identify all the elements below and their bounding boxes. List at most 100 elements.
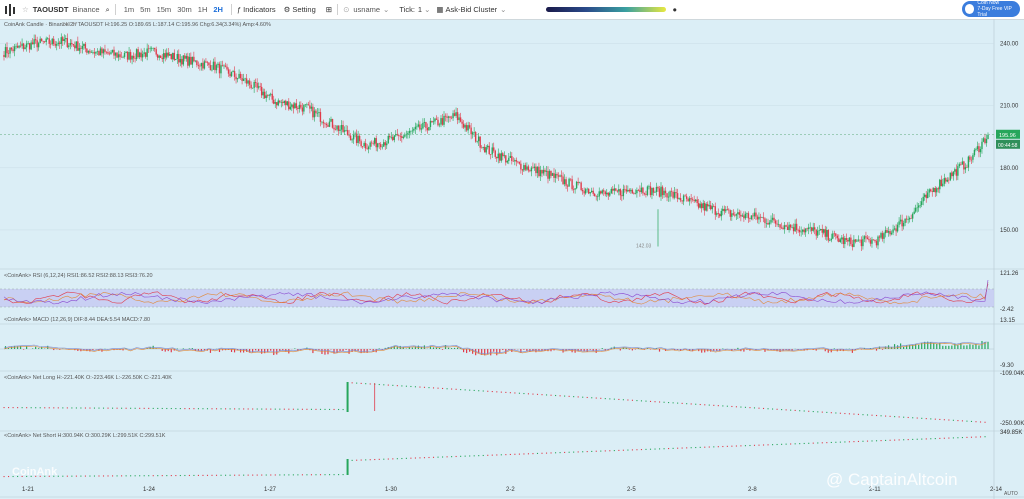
toolbar: ☆ TAOUSDT Binance ⌕ 1m 5m 15m 30m 1H 2H ƒ Ind… xyxy=(0,0,1024,20)
cluster-select[interactable]: Ask-Bid Cluster xyxy=(445,5,498,14)
macd-histogram-bar xyxy=(369,349,371,350)
macd-histogram-bar xyxy=(969,344,971,349)
candle-body xyxy=(155,49,157,55)
candle-body xyxy=(590,190,593,193)
coinank-logo-icon[interactable] xyxy=(4,3,18,16)
indicators-icon[interactable]: ƒ xyxy=(236,5,242,14)
macd-histogram-bar xyxy=(255,349,257,351)
candle-body xyxy=(477,136,480,142)
candle-body xyxy=(217,63,219,66)
star-icon[interactable]: ☆ xyxy=(22,5,29,14)
candle-body xyxy=(761,217,763,218)
net-short-point xyxy=(107,475,109,477)
macd-histogram-bar xyxy=(960,343,962,349)
candle-body xyxy=(731,213,733,217)
net-long-point xyxy=(695,403,697,405)
candle-body xyxy=(783,225,786,230)
macd-histogram-bar xyxy=(218,349,221,353)
timeframe-1m[interactable]: 1m xyxy=(123,5,135,14)
chevron-down-icon[interactable]: ⌄ xyxy=(383,5,390,14)
auto-scale-toggle[interactable]: AUTO xyxy=(1004,491,1018,497)
macd-histogram-bar xyxy=(342,349,344,352)
net-long-point xyxy=(636,400,638,402)
macd-histogram-bar xyxy=(469,349,471,352)
net-short-point xyxy=(482,454,484,457)
candle-body xyxy=(700,203,703,209)
net-long-point xyxy=(744,406,746,408)
timeframe-15m[interactable]: 15m xyxy=(156,5,172,14)
candle-body xyxy=(829,240,831,241)
slider-handle-icon[interactable]: ● xyxy=(672,5,677,14)
candle-body xyxy=(560,175,563,177)
macd-histogram-bar xyxy=(378,348,380,349)
timeframe-2h[interactable]: 2H xyxy=(213,5,223,14)
net-long-point xyxy=(166,407,168,410)
timeframe-30m[interactable]: 30m xyxy=(177,5,192,14)
tick-select[interactable]: 1 xyxy=(417,5,423,14)
macd-histogram-bar xyxy=(535,349,537,353)
macd-histogram-bar xyxy=(649,349,652,350)
candle-body xyxy=(943,178,946,184)
candle-body xyxy=(672,191,674,198)
candle-body xyxy=(580,182,582,191)
candle-body xyxy=(435,118,438,120)
net-short-point xyxy=(762,444,765,446)
mode-select[interactable]: usname xyxy=(353,5,381,14)
net-short-point xyxy=(202,474,204,476)
setting-button[interactable]: Setting xyxy=(292,5,316,14)
net-long-point xyxy=(618,398,620,401)
symbol-label[interactable]: TAOUSDT xyxy=(32,5,69,14)
candle-body xyxy=(532,167,534,169)
candle-body xyxy=(976,146,979,150)
candle-body xyxy=(337,125,340,131)
candle-body xyxy=(940,179,942,187)
heatmap-gradient-slider[interactable] xyxy=(546,7,667,12)
candle-body xyxy=(920,201,923,205)
net-short-point xyxy=(306,474,308,476)
candle-body xyxy=(310,106,313,109)
chart-area[interactable]: 240.00 210.00 180.00 150.00 CoinAnk Candle ·… xyxy=(0,19,1024,499)
net-short-point xyxy=(279,474,281,476)
timeframe-5m[interactable]: 5m xyxy=(140,5,151,14)
net-short-point xyxy=(532,453,534,455)
net-long-point xyxy=(844,412,846,415)
candle-body xyxy=(167,52,169,56)
candle-body xyxy=(381,146,383,148)
candle-body xyxy=(581,190,584,192)
candle-body xyxy=(251,87,254,89)
net-short-point xyxy=(545,452,548,454)
macd-histogram-bar xyxy=(161,349,163,351)
candle-body xyxy=(215,65,218,71)
net-short-point xyxy=(523,453,525,455)
price-tick-label: 240.00 xyxy=(1000,42,1019,48)
net-short-point xyxy=(26,475,28,477)
candle-body xyxy=(256,82,258,88)
chevron-down-icon[interactable]: ⌄ xyxy=(500,5,507,14)
search-icon[interactable]: ⌕ xyxy=(105,4,110,14)
candle-body xyxy=(966,167,968,168)
chevron-down-icon[interactable]: ⌄ xyxy=(424,5,431,14)
net-short-point xyxy=(48,475,50,477)
candle-body xyxy=(282,102,284,104)
candle-body xyxy=(838,238,840,242)
layout-icon[interactable]: ⊞ xyxy=(325,5,333,14)
candle-body xyxy=(68,45,70,48)
candle-body xyxy=(615,188,617,191)
net-long-point xyxy=(631,399,633,401)
gear-icon[interactable]: ⚙ xyxy=(283,5,291,14)
candle-body xyxy=(426,127,429,131)
coin-now-button[interactable]: Coin Now 7-Day Free VIP Trial xyxy=(962,0,1020,18)
net-short-point xyxy=(387,458,389,460)
indicators-button[interactable]: Indicators xyxy=(243,5,276,14)
candle-body xyxy=(417,124,420,127)
candle-body xyxy=(740,214,742,217)
candle-body xyxy=(823,229,825,233)
candle-body xyxy=(782,227,784,230)
candle-body xyxy=(568,178,570,187)
macd-histogram-bar xyxy=(447,347,450,349)
net-short-point xyxy=(225,474,227,476)
net-long-point xyxy=(582,396,584,398)
timeframe-1h[interactable]: 1H xyxy=(197,5,208,14)
candle-body xyxy=(407,133,409,135)
net-short-point xyxy=(500,454,502,456)
